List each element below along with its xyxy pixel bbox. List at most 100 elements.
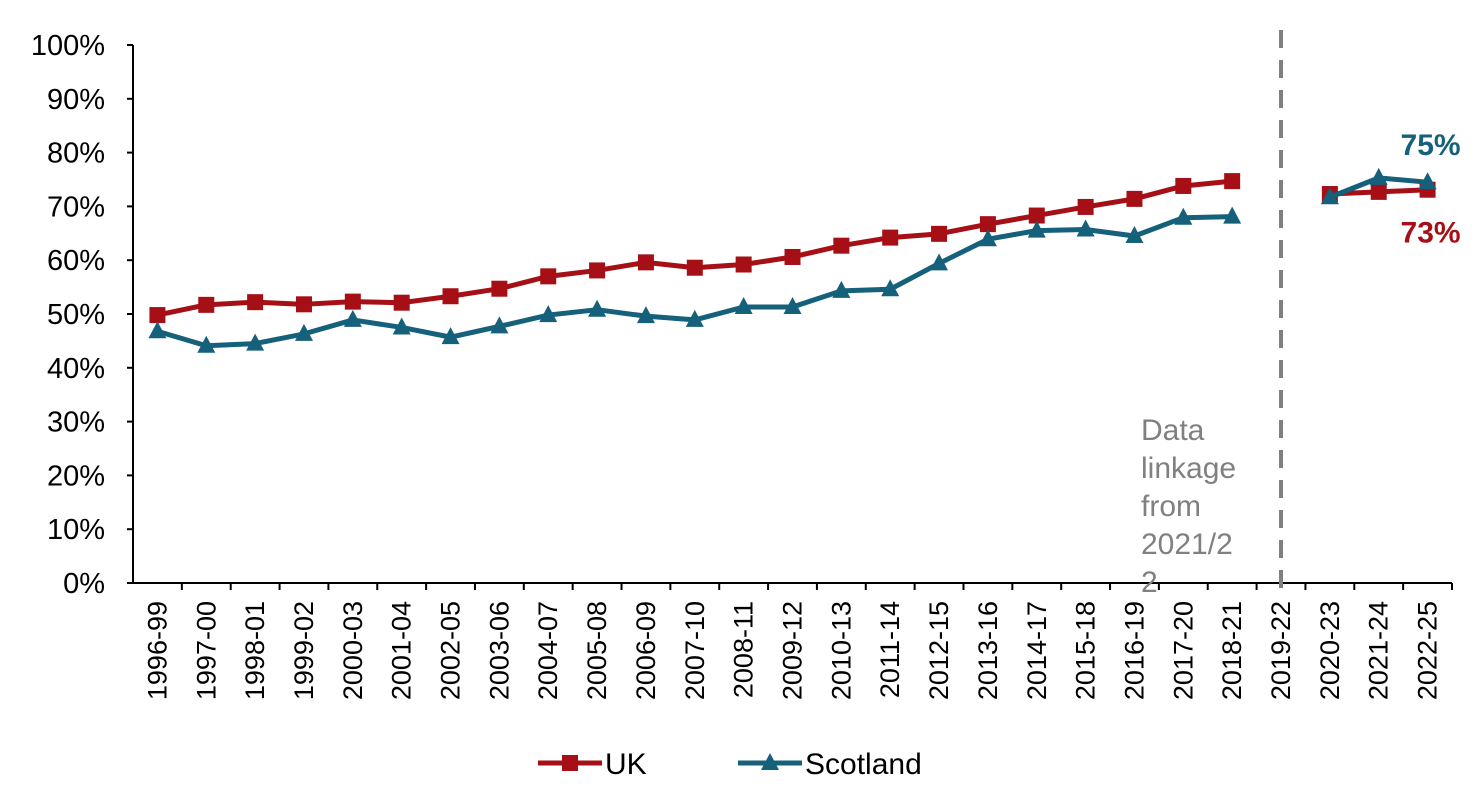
legend-scotland-marker: [761, 753, 779, 770]
x-tick-label: 2013-16: [973, 601, 1003, 700]
uk-point: [1077, 198, 1094, 215]
uk-point: [931, 225, 948, 242]
scotland-point: [246, 333, 265, 351]
scotland-point: [832, 280, 851, 298]
uk-point: [295, 296, 312, 313]
legend-uk-label: UK: [605, 748, 647, 781]
data-linkage-annotation: Data linkage from 2021/2 2: [1141, 414, 1236, 599]
scotland-point: [1076, 219, 1095, 237]
x-tick-label: 2003-06: [484, 601, 514, 700]
x-tick-label: 2001-04: [387, 601, 417, 700]
y-tick-label: 60%: [47, 245, 105, 277]
x-tick-label: 2016-19: [1119, 601, 1149, 700]
x-tick-label: 1996-99: [142, 601, 172, 700]
scotland-data-label: 75%: [1401, 129, 1461, 162]
uk-point: [442, 288, 459, 305]
y-tick-label: 80%: [47, 138, 105, 170]
uk-point: [833, 237, 850, 254]
y-tick-label: 0%: [63, 568, 105, 600]
scotland-point: [539, 305, 558, 323]
y-tick-label: 70%: [47, 191, 105, 223]
uk-point: [784, 248, 801, 265]
x-tick-label: 2017-20: [1168, 601, 1198, 700]
scotland-point: [197, 335, 216, 353]
x-tick-label: 2019-22: [1266, 601, 1296, 700]
legend-uk-marker: [562, 755, 578, 771]
scotland-point: [1027, 220, 1046, 238]
uk-point: [686, 259, 703, 276]
uk-point: [247, 294, 264, 311]
scotland-point: [294, 323, 313, 341]
x-tick-label: 1997-00: [191, 601, 221, 700]
x-tick-label: 2000-03: [338, 601, 368, 700]
uk-point: [540, 268, 557, 285]
scotland-point: [1418, 172, 1437, 190]
uk-series-line: [156, 178, 1233, 318]
y-tick-label: 10%: [47, 514, 105, 546]
x-tick-label: 2011-14: [875, 601, 905, 698]
x-tick-label: 2018-21: [1217, 601, 1247, 700]
scotland-point: [490, 316, 509, 334]
x-tick-label: 2010-13: [826, 601, 856, 700]
x-tick-label: 2015-18: [1071, 601, 1101, 700]
y-tick-label: 30%: [47, 407, 105, 439]
scotland-point: [1369, 167, 1388, 185]
uk-point: [1126, 190, 1143, 207]
annotation-line: from: [1141, 490, 1201, 523]
uk-point: [735, 256, 752, 273]
y-tick-label: 50%: [47, 299, 105, 331]
uk-point: [149, 307, 166, 324]
uk-point: [1175, 177, 1192, 194]
y-tick-label: 90%: [47, 84, 105, 116]
uk-data-label: 73%: [1401, 217, 1461, 250]
x-tick-label: 1998-01: [240, 601, 270, 700]
y-tick-label: 100%: [31, 30, 105, 62]
uk-point: [637, 254, 654, 271]
x-tick-label: 2014-17: [1022, 601, 1052, 700]
scotland-point: [783, 297, 802, 315]
x-tick-label: 2008-11: [729, 601, 759, 698]
scotland-point: [148, 321, 167, 339]
uk-point: [1028, 207, 1045, 224]
scotland-point: [588, 299, 607, 317]
x-tick-label: 2004-07: [533, 601, 563, 700]
uk-point: [491, 280, 508, 297]
scotland-point: [978, 229, 997, 247]
annotation-line: linkage: [1141, 452, 1236, 485]
x-tick-label: 2005-08: [582, 601, 612, 700]
scotland-point: [1125, 225, 1144, 243]
y-tick-label: 40%: [47, 353, 105, 385]
annotation-line: 2021/2: [1141, 528, 1233, 561]
scotland-point: [1320, 187, 1339, 205]
uk-point: [589, 262, 606, 279]
scotland-point: [734, 297, 753, 315]
annotation-line: 2: [1141, 566, 1158, 599]
scotland-point: [1223, 206, 1242, 224]
x-tick-label: 1999-02: [289, 601, 319, 700]
scotland-point: [343, 309, 362, 327]
scotland-point: [1174, 207, 1193, 225]
y-tick-label: 20%: [47, 460, 105, 492]
uk-point: [393, 294, 410, 311]
x-tick-label: 2002-05: [436, 601, 466, 700]
scotland-point: [881, 279, 900, 297]
legend-scotland-label: Scotland: [805, 748, 922, 781]
x-tick-label: 2009-12: [778, 601, 808, 700]
x-tick-label: 2021-24: [1364, 601, 1394, 700]
scotland-point: [930, 253, 949, 271]
uk-point: [1370, 183, 1387, 200]
scotland-point: [441, 327, 460, 345]
uk-point: [882, 229, 899, 246]
annotation-line: Data: [1141, 414, 1205, 447]
x-tick-label: 2006-09: [631, 601, 661, 700]
scotland-point: [392, 317, 411, 335]
scotland-point: [636, 306, 655, 324]
uk-point: [344, 293, 361, 310]
uk-point: [198, 296, 215, 313]
x-tick-label: 2007-10: [680, 601, 710, 700]
x-tick-label: 2020-23: [1315, 601, 1345, 700]
scotland-point: [685, 309, 704, 327]
uk-point: [1224, 173, 1241, 190]
x-tick-label: 2022-25: [1413, 601, 1443, 700]
